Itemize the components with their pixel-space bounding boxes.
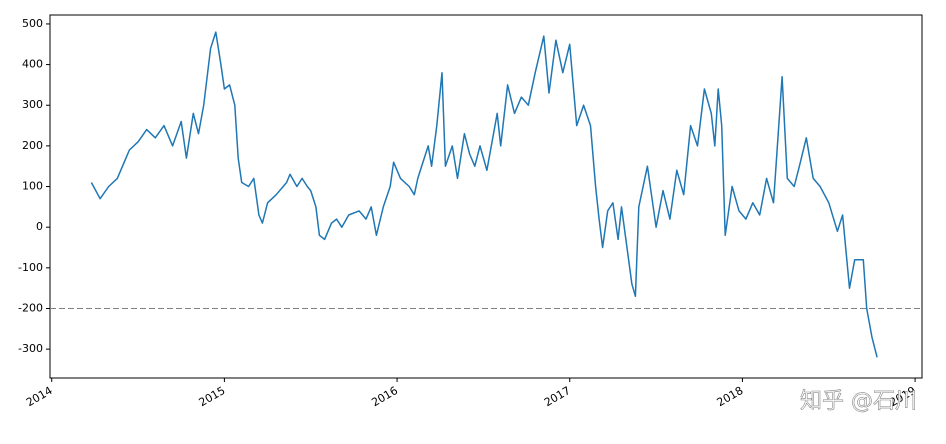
y-tick-label: 400 bbox=[22, 58, 43, 71]
y-tick-label: -200 bbox=[18, 301, 43, 314]
line-series bbox=[90, 31, 878, 358]
y-tick-label: -300 bbox=[18, 342, 43, 355]
y-tick-label: -100 bbox=[18, 261, 43, 274]
x-tick-label: 2018 bbox=[715, 384, 746, 409]
y-tick-label: 500 bbox=[22, 17, 43, 30]
y-tick-label: 300 bbox=[22, 98, 43, 111]
x-tick-label: 2015 bbox=[197, 384, 228, 409]
y-tick-label: 100 bbox=[22, 180, 43, 193]
y-tick-label: 0 bbox=[36, 220, 43, 233]
plot-frame bbox=[49, 14, 923, 379]
x-tick-label: 2014 bbox=[24, 384, 55, 409]
x-tick-label: 2016 bbox=[369, 384, 400, 409]
x-tick-label: 2017 bbox=[542, 384, 573, 409]
watermark: 知乎 @石川 bbox=[800, 389, 917, 414]
y-tick-label: 200 bbox=[22, 139, 43, 152]
